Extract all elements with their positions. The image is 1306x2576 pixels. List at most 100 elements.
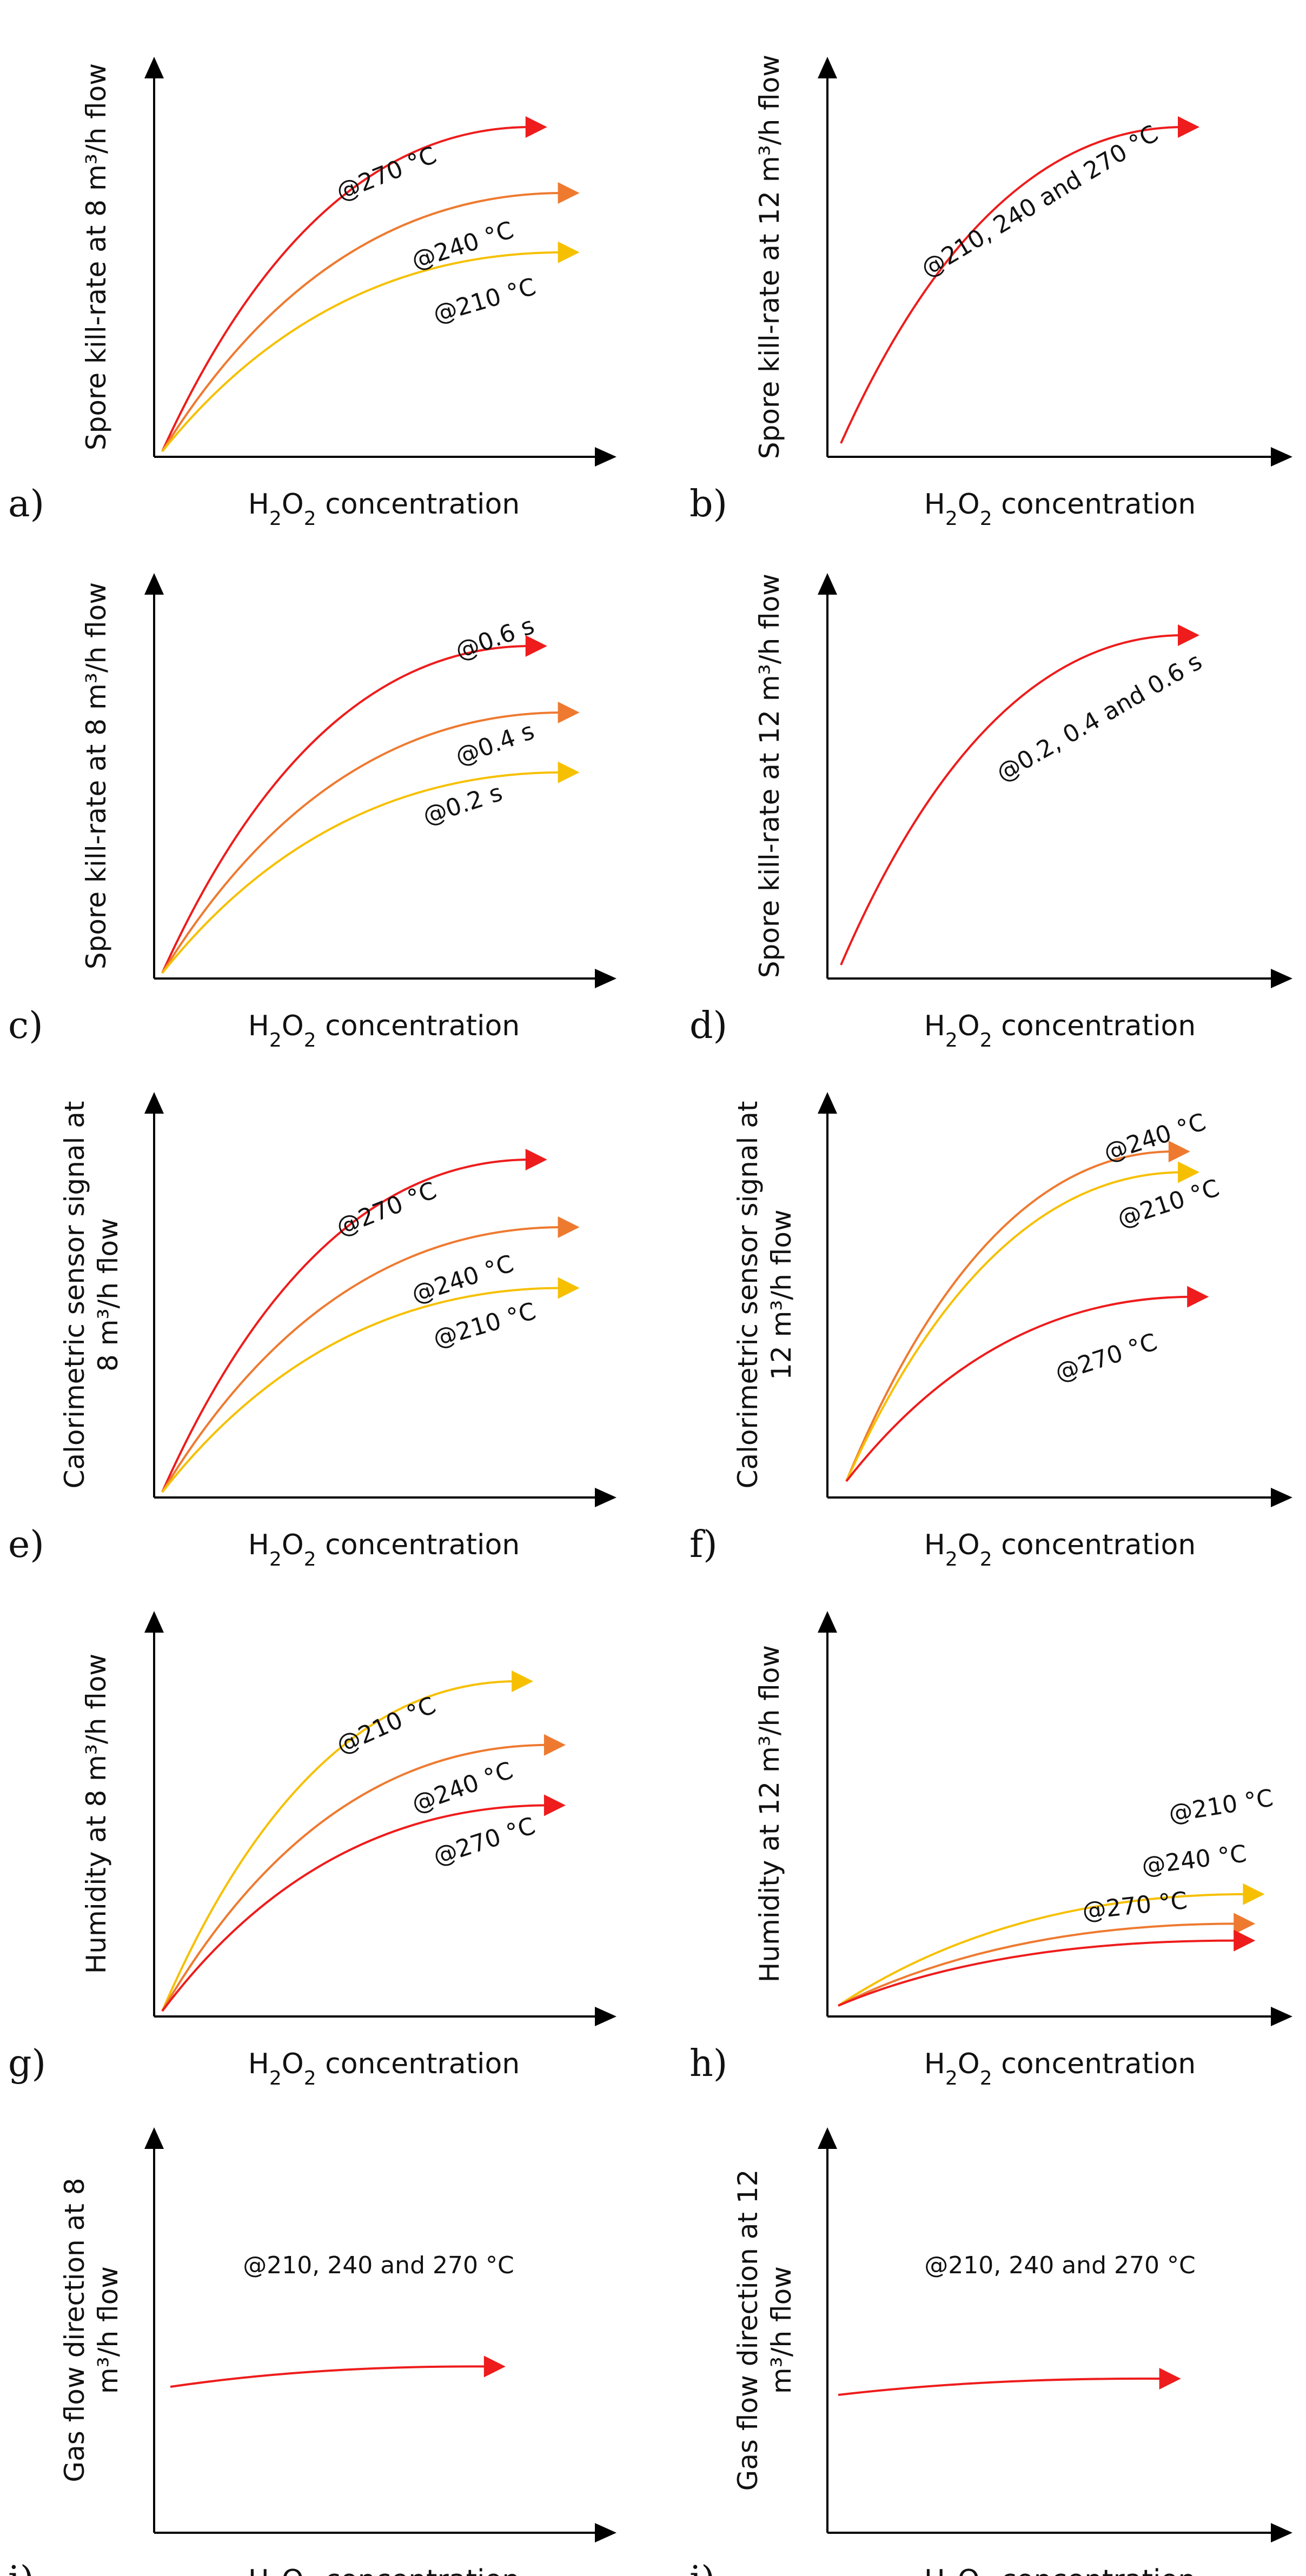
series-arrowhead <box>512 1670 534 1692</box>
series-arrowhead <box>525 1149 547 1170</box>
series-line <box>161 192 563 452</box>
series-annotation: @0.6 s <box>452 612 538 666</box>
series-line <box>161 126 531 452</box>
x-axis-arrow <box>595 2007 616 2026</box>
series-arrowhead <box>483 2355 506 2378</box>
series-arrowhead <box>1234 1929 1256 1952</box>
series-arrowhead <box>558 1216 580 1238</box>
series-line <box>840 126 1184 444</box>
series-arrowhead <box>1178 624 1199 646</box>
x-axis-arrow <box>1271 2523 1292 2542</box>
y-axis-arrow <box>818 1092 837 1114</box>
y-axis-label-line: Gas flow direction at 12 <box>732 2169 764 2491</box>
panel-letter: d) <box>690 1004 727 1047</box>
y-axis-label-line: Gas flow direction at 8 <box>59 2178 90 2482</box>
series-line <box>161 1287 563 1493</box>
y-axis-label-line: 12 m³/h flow <box>766 1209 797 1380</box>
panel-g: g) H2O2 concentration Humidity at 8 m³/h f… <box>8 1654 566 2089</box>
y-axis-arrow <box>144 57 164 78</box>
series-line <box>161 251 563 452</box>
panel-h: h) H2O2 concentration Humidity at 12 m³/h … <box>690 1645 1275 2089</box>
series-arrowhead <box>558 182 580 204</box>
series-annotation: @0.2 s <box>420 779 506 830</box>
series-annotation: @210, 240 and 270 °C <box>924 2252 1195 2279</box>
y-axis-label-line: Calorimetric sensor signal at <box>59 1101 90 1488</box>
panel-b: b) H2O2 concentration Spore kill-rate at 1… <box>690 55 1199 530</box>
x-axis-label: H2O2 concentration <box>924 1010 1196 1051</box>
y-axis-label-line: m³/h flow <box>92 2266 124 2394</box>
x-axis-arrow <box>595 1488 616 1507</box>
series-arrowhead <box>543 1794 566 1816</box>
series-arrowhead <box>543 1734 566 1756</box>
series-annotation: @210, 240 and 270 °C <box>917 120 1163 283</box>
x-axis-label: H2O2 concentration <box>248 2048 520 2089</box>
x-axis-arrow <box>1271 1488 1292 1507</box>
series-arrowhead <box>558 241 580 263</box>
series-annotation: @270 °C <box>1052 1328 1161 1387</box>
panel-c: c) H2O2 concentration Spore kill-rate at 8… <box>8 582 580 1051</box>
panel-letter: b) <box>690 483 727 525</box>
x-axis-arrow <box>595 447 616 467</box>
y-axis-arrow <box>144 1611 164 1633</box>
series-line <box>837 1893 1249 2007</box>
series-arrowhead <box>1187 1286 1209 1308</box>
x-axis-label: H2O2 concentration <box>248 2564 520 2576</box>
series-line <box>838 1939 1239 2007</box>
series-annotation: @210 °C <box>430 1297 539 1353</box>
series-arrowhead <box>525 635 547 657</box>
series-arrowhead <box>558 761 580 783</box>
x-axis-label: H2O2 concentration <box>924 2564 1196 2576</box>
x-axis-arrow <box>1271 969 1292 988</box>
panel-letter: f) <box>690 1523 718 1566</box>
series-annotation: @240 °C <box>408 1250 517 1309</box>
series-annotation: @0.2, 0.4 and 0.6 s <box>992 648 1207 788</box>
series-arrowhead <box>1178 1161 1199 1183</box>
series-line <box>161 711 563 974</box>
y-axis-label: Spore kill-rate at 8 m³/h flow <box>81 582 112 969</box>
x-axis-arrow <box>1271 447 1292 467</box>
series-annotation: @210 °C <box>1167 1784 1275 1828</box>
x-axis-label: H2O2 concentration <box>924 488 1196 530</box>
x-axis-label: H2O2 concentration <box>924 2048 1196 2089</box>
y-axis-arrow <box>144 573 164 595</box>
series-annotation: @240 °C <box>1140 1840 1248 1880</box>
series-annotation: @240 °C <box>408 216 517 275</box>
y-axis-label-line: m³/h flow <box>766 2266 797 2394</box>
series-line <box>161 1226 563 1493</box>
series-line <box>838 2377 1165 2396</box>
series-annotation: @270 °C <box>333 141 441 206</box>
series-annotation: @210 °C <box>333 1692 440 1760</box>
x-axis-arrow <box>595 2523 616 2542</box>
panel-letter: h) <box>690 2042 727 2085</box>
series-arrowhead <box>558 702 580 723</box>
series-arrowhead <box>525 116 547 138</box>
y-axis-label: Spore kill-rate at 12 m³/h flow <box>754 574 785 978</box>
series-line <box>845 1171 1184 1482</box>
series-annotation: @210 °C <box>1114 1174 1223 1233</box>
y-axis-arrow <box>818 1611 837 1633</box>
y-axis-label: Spore kill-rate at 12 m³/h flow <box>754 55 785 459</box>
panel-letter: i) <box>8 2559 34 2576</box>
panel-a: a) H2O2 concentration Spore kill-rate at 8… <box>8 63 580 530</box>
x-axis-label: H2O2 concentration <box>248 488 520 530</box>
series-line <box>161 645 531 974</box>
panel-letter: a) <box>8 483 44 525</box>
series-arrowhead <box>558 1277 580 1299</box>
panel-letter: c) <box>8 1004 43 1047</box>
series-annotation: @270 °C <box>333 1176 441 1241</box>
series-line <box>161 1804 549 2012</box>
series-line <box>161 1159 531 1493</box>
series-line <box>845 1295 1193 1482</box>
y-axis-arrow <box>818 57 837 78</box>
panel-j: j) H2O2 concentration Gas flow direction a… <box>686 2169 1196 2576</box>
y-axis-label: Humidity at 8 m³/h flow <box>81 1654 112 1974</box>
y-axis-arrow <box>818 2127 837 2149</box>
series-line <box>161 1743 549 2012</box>
y-axis-label: Humidity at 12 m³/h flow <box>754 1645 785 1982</box>
series-arrowhead <box>1243 1883 1265 1905</box>
x-axis-label: H2O2 concentration <box>248 1010 520 1051</box>
series-line <box>161 1680 518 2012</box>
y-axis-label-line: 8 m³/h flow <box>92 1218 124 1372</box>
panel-letter: g) <box>8 2042 46 2085</box>
series-annotation: @240 °C <box>1101 1108 1209 1167</box>
